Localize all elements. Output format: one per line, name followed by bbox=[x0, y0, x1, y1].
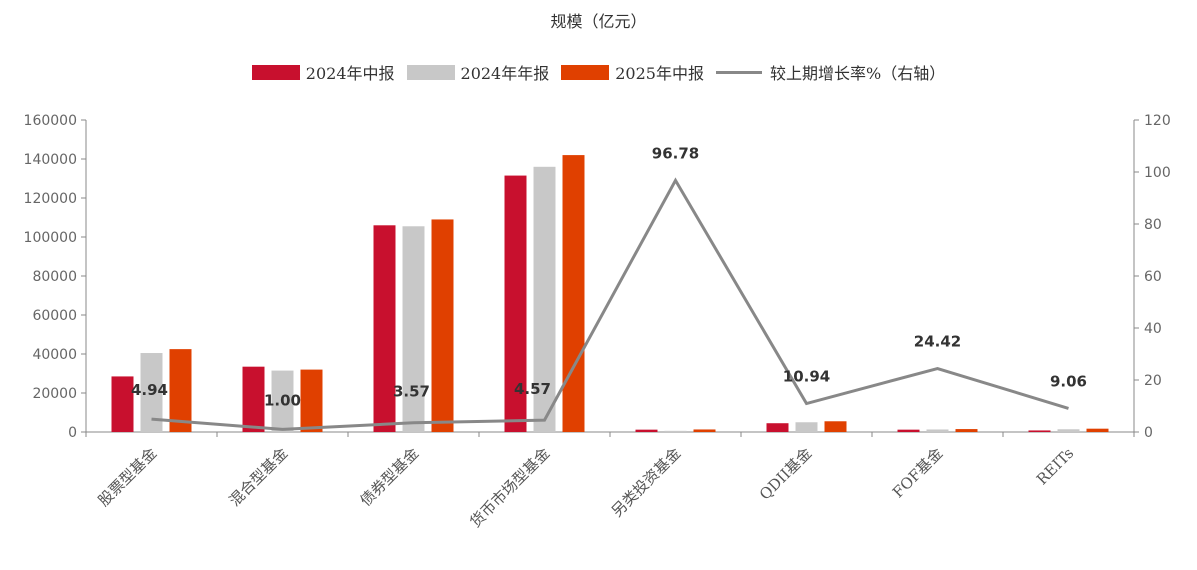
y-right-tick-label: 0 bbox=[1144, 425, 1153, 441]
y-left-tick-label: 100000 bbox=[24, 230, 77, 246]
growth-rate-label: 1.00 bbox=[264, 391, 301, 409]
growth-rate-label: 24.42 bbox=[914, 333, 961, 351]
bar-2-7 bbox=[1086, 428, 1109, 432]
category-label: 股票型基金 bbox=[95, 444, 161, 510]
category-label: REITs bbox=[1033, 444, 1077, 488]
bar-0-1 bbox=[242, 366, 265, 432]
legend-label-2024-mid: 2024年中报 bbox=[305, 64, 395, 83]
bar-0-5 bbox=[766, 423, 789, 432]
legend-label-2025-mid: 2025年中报 bbox=[615, 64, 704, 83]
bar-2-2 bbox=[431, 219, 454, 432]
bar-1-3 bbox=[533, 166, 556, 433]
bar-0-2 bbox=[373, 225, 396, 432]
y-left-tick-label: 60000 bbox=[32, 308, 77, 324]
growth-rate-label: 10.94 bbox=[783, 368, 830, 386]
growth-rate-line bbox=[151, 177, 1069, 431]
bar-1-6 bbox=[926, 429, 949, 432]
bar-1-2 bbox=[402, 226, 425, 432]
y-right-tick-label: 60 bbox=[1144, 269, 1162, 285]
bar-0-6 bbox=[897, 429, 920, 432]
y-right-tick-label: 40 bbox=[1144, 321, 1162, 337]
legend-item-growth: 较上期增长率%（右轴） bbox=[715, 60, 946, 84]
bar-1-4 bbox=[664, 430, 687, 432]
category-label: 货币市场型基金 bbox=[466, 444, 553, 531]
bar-0-3 bbox=[504, 175, 527, 432]
legend-item-2024-mid: 2024年中报 bbox=[251, 60, 395, 84]
y-left-tick-label: 20000 bbox=[32, 386, 77, 402]
bar-1-7 bbox=[1057, 429, 1080, 432]
legend-item-2025-mid: 2025年中报 bbox=[561, 60, 704, 84]
y-left-tick-label: 40000 bbox=[32, 347, 77, 363]
y-right-tick-label: 80 bbox=[1144, 217, 1162, 233]
growth-rate-label: 4.94 bbox=[131, 381, 168, 399]
category-label: 另类投资基金 bbox=[608, 444, 684, 520]
bar-2-1 bbox=[300, 369, 323, 432]
legend: 2024年中报 2024年年报 2025年中报 较上期增长率%（右轴） bbox=[0, 60, 1197, 84]
bar-2-0 bbox=[169, 349, 192, 432]
legend-item-2024-annual: 2024年年报 bbox=[406, 60, 550, 84]
category-label: FOF基金 bbox=[889, 444, 946, 501]
legend-swatch-2024-annual bbox=[406, 64, 455, 80]
legend-label-growth: 较上期增长率%（右轴） bbox=[769, 64, 946, 83]
category-label: 债券型基金 bbox=[357, 444, 423, 510]
bar-1-0 bbox=[140, 353, 163, 432]
bar-2-3 bbox=[562, 155, 585, 432]
bar-1-1 bbox=[271, 370, 294, 432]
y-right-tick-label: 100 bbox=[1144, 165, 1171, 181]
y-left-tick-label: 0 bbox=[68, 425, 77, 441]
growth-rate-label: 96.78 bbox=[652, 144, 699, 162]
bar-0-7 bbox=[1028, 430, 1051, 432]
legend-label-2024-annual: 2024年年报 bbox=[460, 64, 550, 83]
legend-line-growth bbox=[715, 70, 762, 74]
category-label: QDII基金 bbox=[756, 444, 816, 504]
category-label: 混合型基金 bbox=[226, 444, 292, 510]
y-left-tick-label: 160000 bbox=[24, 113, 77, 129]
bar-1-5 bbox=[795, 422, 818, 432]
chart-title: 规模（亿元） bbox=[550, 12, 647, 31]
legend-swatch-2024-mid bbox=[251, 64, 300, 80]
y-right-tick-label: 120 bbox=[1144, 113, 1171, 129]
legend-swatch-2025-mid bbox=[561, 64, 610, 80]
bar-0-4 bbox=[635, 429, 658, 432]
bar-2-6 bbox=[955, 429, 978, 432]
growth-rate-label: 9.06 bbox=[1050, 372, 1087, 390]
bar-0-0 bbox=[111, 376, 134, 432]
growth-rate-label: 3.57 bbox=[393, 383, 430, 401]
y-left-tick-label: 140000 bbox=[24, 152, 77, 168]
y-left-tick-label: 120000 bbox=[24, 191, 77, 207]
growth-rate-label: 4.57 bbox=[514, 380, 551, 398]
bar-2-5 bbox=[824, 421, 847, 432]
bar-2-4 bbox=[693, 429, 716, 432]
y-left-tick-label: 80000 bbox=[32, 269, 77, 285]
y-right-tick-label: 20 bbox=[1144, 373, 1162, 389]
